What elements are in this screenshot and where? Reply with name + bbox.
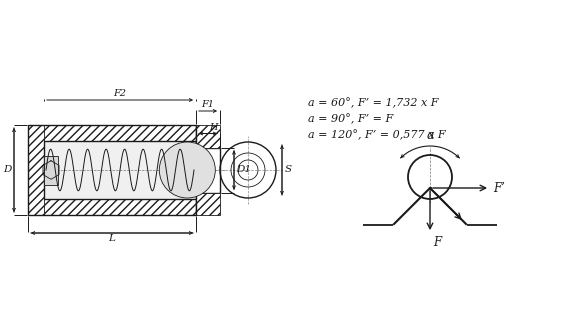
Bar — [196, 192, 220, 215]
Text: H: H — [209, 124, 218, 133]
Text: F1: F1 — [201, 100, 215, 109]
Bar — [28, 125, 196, 215]
Text: a: a — [426, 129, 434, 142]
Bar — [28, 125, 196, 141]
Text: a = 90°, F’ = F: a = 90°, F’ = F — [308, 114, 393, 125]
Text: a = 60°, F’ = 1,732 x F: a = 60°, F’ = 1,732 x F — [308, 98, 438, 109]
Text: S: S — [285, 166, 292, 174]
Bar — [44, 156, 58, 184]
Text: L: L — [109, 234, 115, 243]
Text: D1: D1 — [236, 166, 251, 174]
Bar — [196, 125, 220, 148]
Bar — [28, 199, 196, 215]
Text: a = 120°, F’ = 0,577 x F: a = 120°, F’ = 0,577 x F — [308, 130, 446, 141]
Bar — [28, 125, 44, 215]
Text: F: F — [433, 236, 441, 249]
Text: D: D — [3, 166, 12, 174]
Text: F2: F2 — [113, 89, 126, 98]
Text: F’: F’ — [493, 181, 505, 194]
Circle shape — [159, 142, 215, 198]
